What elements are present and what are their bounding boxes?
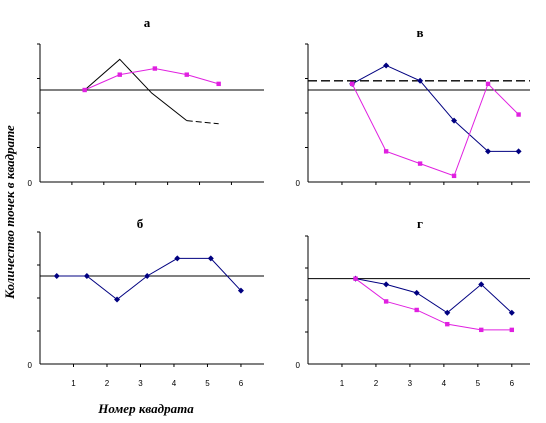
series-point-diamond	[144, 273, 151, 279]
series-point-square	[479, 327, 484, 333]
series-line-dashed-black	[186, 120, 219, 125]
series-point-diamond	[53, 273, 60, 279]
series-point-square	[353, 276, 358, 281]
x-tick-label: 6	[239, 379, 244, 388]
x-tick-label: 5	[205, 379, 210, 388]
x-tick-label: 6	[510, 379, 515, 388]
panel-2: б 0 1 2 3 4 5 6	[28, 216, 264, 388]
series-line-pink	[355, 278, 512, 331]
y-zero-label: 0	[28, 179, 33, 188]
series-line-pink	[84, 68, 219, 91]
x-tick-label: 5	[476, 379, 481, 388]
series-point-diamond	[83, 273, 90, 279]
series-point-square	[117, 72, 122, 77]
series-point-square	[152, 66, 158, 71]
series-point-diamond	[383, 281, 390, 288]
x-tick-label: 1	[340, 379, 345, 388]
x-axis-label: Номер квадрата	[97, 401, 194, 416]
x-tick-label: 3	[138, 379, 143, 388]
series-point-diamond	[508, 309, 515, 316]
series-point-diamond	[237, 287, 244, 294]
panel-title: г	[417, 216, 423, 231]
panel-1: в0	[296, 25, 530, 188]
x-tick-label: 2	[105, 379, 110, 388]
series-line-black	[355, 278, 513, 314]
series-line-black	[40, 58, 188, 122]
series-point-square	[82, 87, 87, 93]
y-zero-label: 0	[28, 361, 33, 370]
series-point-diamond	[451, 117, 458, 124]
series-point-square	[509, 327, 515, 333]
series-point-square	[184, 72, 189, 77]
series-point-square	[451, 173, 457, 179]
x-tick-label: 1	[71, 379, 76, 388]
y-zero-label: 0	[296, 179, 301, 188]
panel-title: а	[144, 15, 151, 30]
series-point-square	[383, 149, 389, 154]
series-point-square	[445, 321, 450, 327]
panel-title: в	[416, 25, 423, 40]
series-point-diamond	[207, 255, 214, 262]
series-point-square	[417, 161, 423, 166]
x-tick-label: 2	[374, 379, 379, 388]
series-point-diamond	[515, 148, 522, 155]
series-point-square	[349, 81, 355, 87]
series-point-square	[383, 299, 389, 304]
series-point-diamond	[114, 296, 121, 303]
series-point-diamond	[383, 62, 390, 69]
series-line-black	[351, 64, 519, 152]
y-axis-label: Количество точек в квадрате	[2, 125, 17, 300]
y-zero-label: 0	[296, 361, 301, 370]
x-tick-label: 4	[442, 379, 447, 388]
panel-title: б	[137, 216, 144, 231]
series-point-diamond	[485, 148, 492, 155]
series-point-square	[216, 81, 221, 87]
series-point-square	[485, 81, 491, 87]
series-point-diamond	[478, 281, 485, 288]
x-tick-label: 3	[408, 379, 413, 388]
series-point-diamond	[444, 309, 451, 316]
panel-0: а0	[28, 15, 264, 188]
series-point-square	[516, 112, 521, 117]
x-tick-label: 4	[172, 379, 177, 388]
series-point-square	[414, 307, 419, 313]
series-line-black	[56, 257, 242, 301]
series-point-diamond	[413, 289, 420, 296]
series-point-diamond	[417, 77, 424, 84]
series-point-diamond	[174, 255, 181, 262]
series-line-pink	[351, 82, 519, 177]
panel-3: г 0 1 2 3 4 5 6	[296, 216, 530, 388]
